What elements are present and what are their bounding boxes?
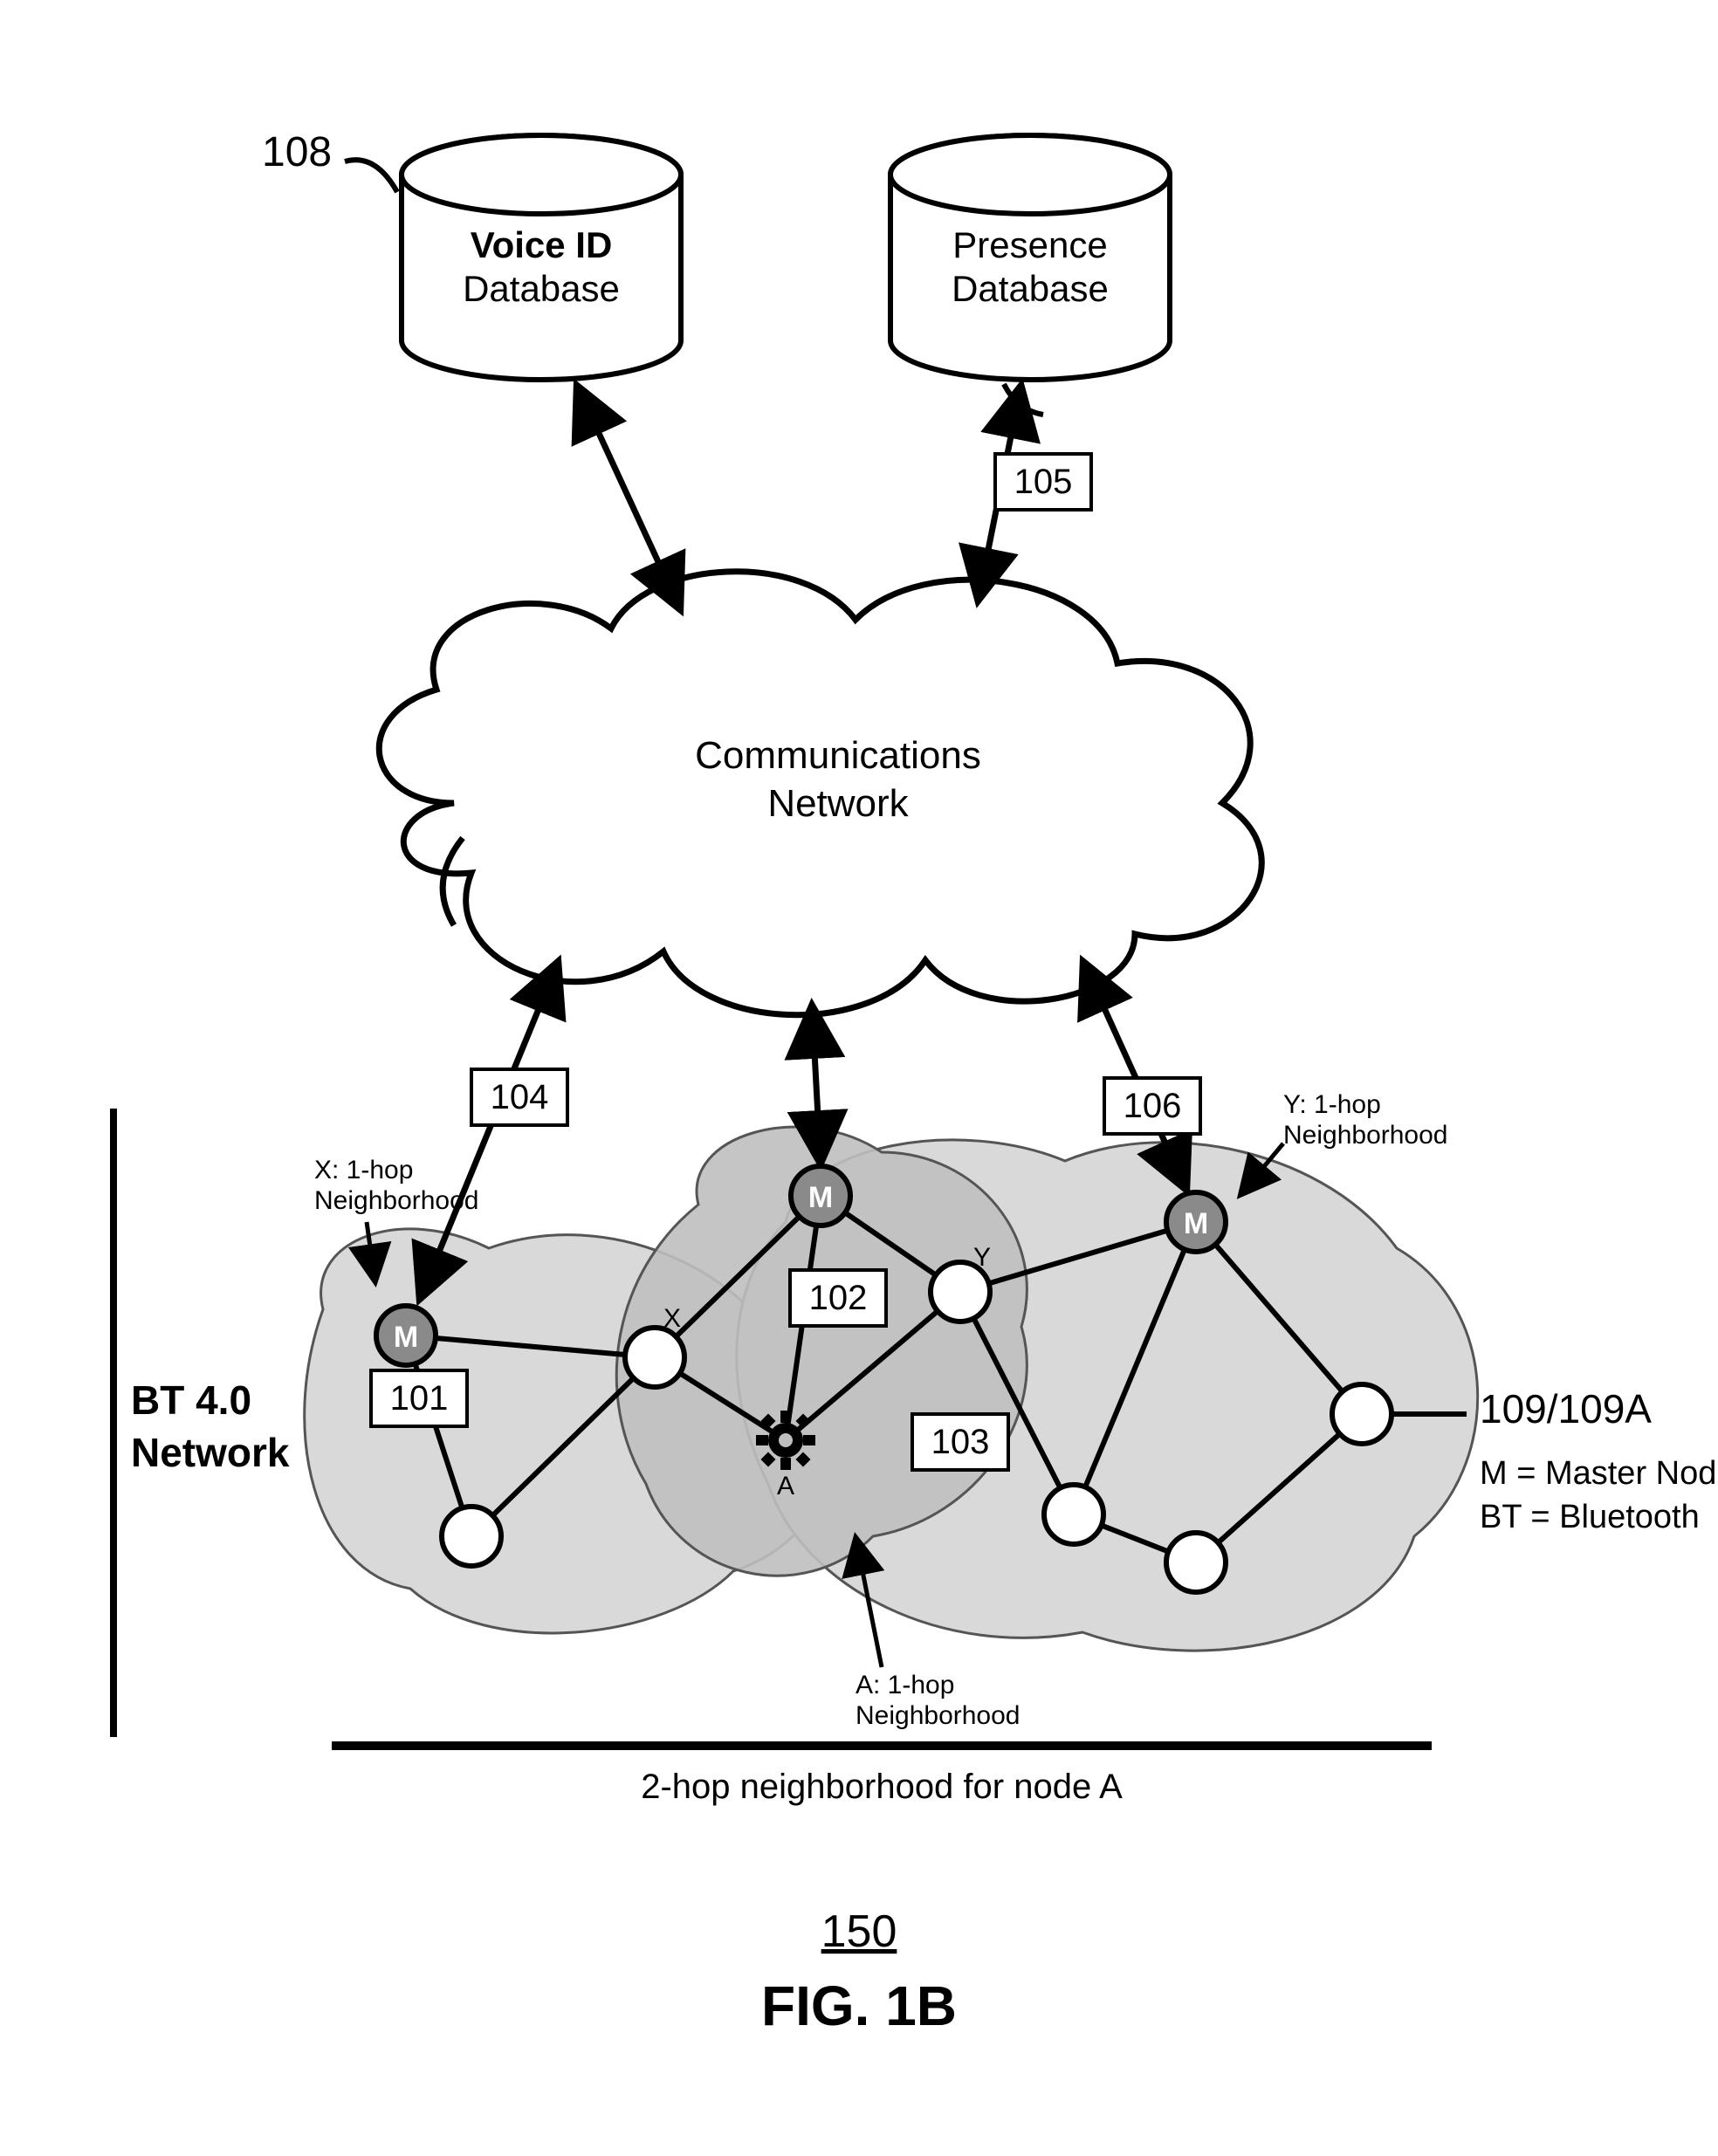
svg-text:Network: Network — [131, 1430, 290, 1475]
bt-network-region — [305, 1127, 1478, 1651]
svg-text:105: 105 — [1014, 463, 1073, 501]
svg-text:106: 106 — [1124, 1087, 1182, 1125]
bt-network-label: BT 4.0 Network — [113, 1109, 290, 1737]
ref-101: 101 — [371, 1370, 467, 1426]
svg-text:103: 103 — [931, 1423, 990, 1461]
node-m-left: M — [376, 1306, 436, 1365]
svg-text:X: 1-hop: X: 1-hop — [314, 1156, 413, 1184]
svg-text:Neighborhood: Neighborhood — [856, 1701, 1020, 1730]
figure-number: 150 — [821, 1906, 897, 1957]
svg-text:X: X — [663, 1304, 681, 1333]
svg-text:M: M — [1184, 1207, 1208, 1240]
svg-text:Y: 1-hop: Y: 1-hop — [1283, 1090, 1381, 1119]
svg-text:BT 4.0: BT 4.0 — [131, 1377, 251, 1423]
node-m-right: M — [1166, 1192, 1226, 1252]
ref-label: 108 — [262, 129, 332, 175]
voice-id-database: Voice ID Database — [402, 135, 681, 380]
db-label: Voice ID — [471, 224, 613, 265]
ref-106: 106 — [1104, 1078, 1200, 1134]
svg-text:M = Master Node: M = Master Node — [1480, 1455, 1718, 1492]
svg-text:M: M — [394, 1321, 418, 1354]
db-label: Database — [952, 268, 1109, 309]
cloud-label: Network — [767, 782, 909, 825]
db-label: Database — [463, 268, 620, 309]
svg-text:104: 104 — [491, 1078, 549, 1116]
svg-text:Neighborhood: Neighborhood — [1283, 1121, 1447, 1150]
ref-104: 104 — [471, 1069, 567, 1125]
ref-102: 102 — [790, 1270, 886, 1326]
presence-database: Presence Database — [890, 135, 1170, 380]
node-r-mid — [1044, 1485, 1103, 1544]
figure-1b: Voice ID Database Presence Database 108 … — [0, 0, 1718, 2156]
ref-103: 103 — [912, 1414, 1008, 1470]
svg-text:BT = Bluetooth: BT = Bluetooth — [1480, 1499, 1700, 1535]
svg-text:A: 1-hop: A: 1-hop — [856, 1671, 954, 1699]
svg-text:102: 102 — [809, 1279, 868, 1317]
svg-text:A: A — [777, 1472, 794, 1500]
ref-105: 105 — [995, 454, 1091, 510]
svg-text:M: M — [808, 1181, 833, 1214]
svg-text:109/109A: 109/109A — [1480, 1386, 1652, 1432]
svg-text:Neighborhood: Neighborhood — [314, 1186, 478, 1215]
ref-108-callout: 108 — [262, 129, 397, 192]
node-r-far — [1332, 1384, 1392, 1444]
caption: 2-hop neighborhood for node A — [641, 1768, 1123, 1806]
link-voiceid-cloud — [576, 384, 681, 611]
figure-label: FIG. 1B — [761, 1974, 957, 2037]
db-label: Presence — [952, 224, 1107, 265]
communications-network-cloud: Communications Network — [379, 572, 1261, 1015]
cloud-label: Communications — [695, 734, 981, 777]
svg-text:101: 101 — [390, 1379, 449, 1418]
node-l-bot — [442, 1507, 501, 1566]
node-m-top: M — [791, 1166, 850, 1226]
svg-text:Y: Y — [973, 1243, 991, 1272]
node-r-bot — [1166, 1533, 1226, 1592]
